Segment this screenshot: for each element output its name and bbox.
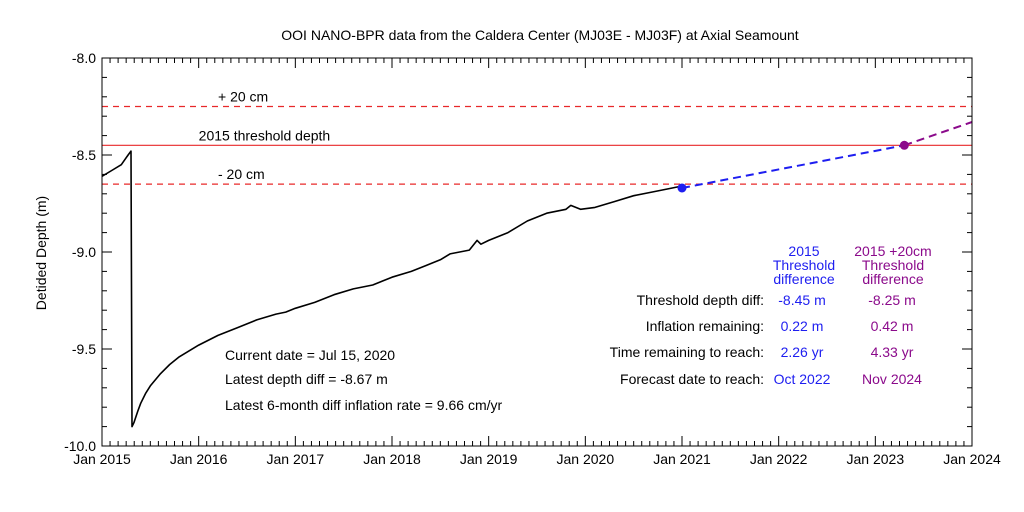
data-series — [101, 121, 973, 428]
current-date-text: Current date = Jul 15, 2020 — [225, 347, 395, 363]
table-row-value-2015-plus-20cm: 4.33 yr — [871, 344, 914, 360]
x-tick-label: Jan 2024 — [943, 451, 1001, 467]
table-row-value-2015-plus-20cm: 0.42 m — [871, 318, 914, 334]
reference-line-label-0: + 20 cm — [218, 89, 268, 105]
reference-line-label-2: - 20 cm — [218, 166, 265, 182]
table-row-label: Threshold depth diff: — [637, 292, 764, 308]
x-tick-label: Jan 2019 — [460, 451, 518, 467]
table-row-value-2015: 2.26 yr — [781, 344, 824, 360]
table-row-value-2015: -8.45 m — [778, 292, 825, 308]
plot-frame — [101, 57, 973, 447]
series-line-2 — [903, 121, 973, 147]
forecast-marker-0 — [677, 183, 687, 193]
col1-header-line: 2015 — [788, 243, 819, 259]
table-row-label: Forecast date to reach: — [620, 371, 764, 387]
y-tick-label: -8.5 — [72, 147, 96, 163]
y-axis-label: Detided Depth (m) — [33, 196, 49, 310]
col1-header-line: Threshold — [773, 257, 835, 273]
table-row-label: Time remaining to reach: — [610, 344, 764, 360]
table-row-label: Inflation remaining: — [646, 318, 764, 334]
col1-header-line: difference — [773, 271, 834, 287]
col2-header-line: Threshold — [862, 257, 924, 273]
reference-line-label-1: 2015 threshold depth — [199, 127, 331, 143]
col2-header-line: 2015 +20cm — [854, 243, 931, 259]
table-row-value-2015-plus-20cm: -8.25 m — [868, 292, 915, 308]
x-tick-label: Jan 2023 — [847, 451, 905, 467]
info-block: Current date = Jul 15, 2020 Latest depth… — [225, 347, 503, 413]
axes: Jan 2015 Jan 2016 Jan 2017 Jan 2018 Jan 2019… — [64, 50, 1001, 467]
y-tick-label: -9.5 — [72, 341, 96, 357]
table-row-value-2015-plus-20cm: Nov 2024 — [862, 371, 922, 387]
chart-title: OOI NANO-BPR data from the Caldera Cente… — [281, 27, 799, 43]
x-tick-label: Jan 2021 — [653, 451, 711, 467]
series-line-0 — [101, 150, 683, 428]
x-tick-label: Jan 2018 — [363, 451, 421, 467]
x-tick-label: Jan 2016 — [170, 451, 228, 467]
reference-lines: + 20 cm 2015 threshold depth - 20 cm — [102, 89, 972, 185]
x-tick-label: Jan 2022 — [750, 451, 808, 467]
series-line-1 — [681, 144, 905, 189]
table-row-value-2015: Oct 2022 — [774, 371, 831, 387]
y-tick-label: -10.0 — [64, 438, 96, 454]
latest-rate-text: Latest 6-month diff inflation rate = 9.6… — [225, 397, 503, 413]
forecast-markers — [677, 140, 909, 193]
y-tick-label: -8.0 — [72, 50, 96, 66]
x-tick-label: Jan 2017 — [267, 451, 325, 467]
forecast-marker-1 — [899, 140, 909, 150]
col2-header-line: difference — [862, 271, 923, 287]
table-rows: Threshold depth diff: -8.45 m -8.25 m Infla… — [610, 292, 923, 387]
latest-depth-text: Latest depth diff = -8.67 m — [225, 371, 388, 387]
x-tick-label: Jan 2020 — [557, 451, 615, 467]
table-row-value-2015: 0.22 m — [781, 318, 824, 334]
y-tick-label: -9.0 — [72, 244, 96, 260]
x-tick-label: Jan 2015 — [73, 451, 131, 467]
